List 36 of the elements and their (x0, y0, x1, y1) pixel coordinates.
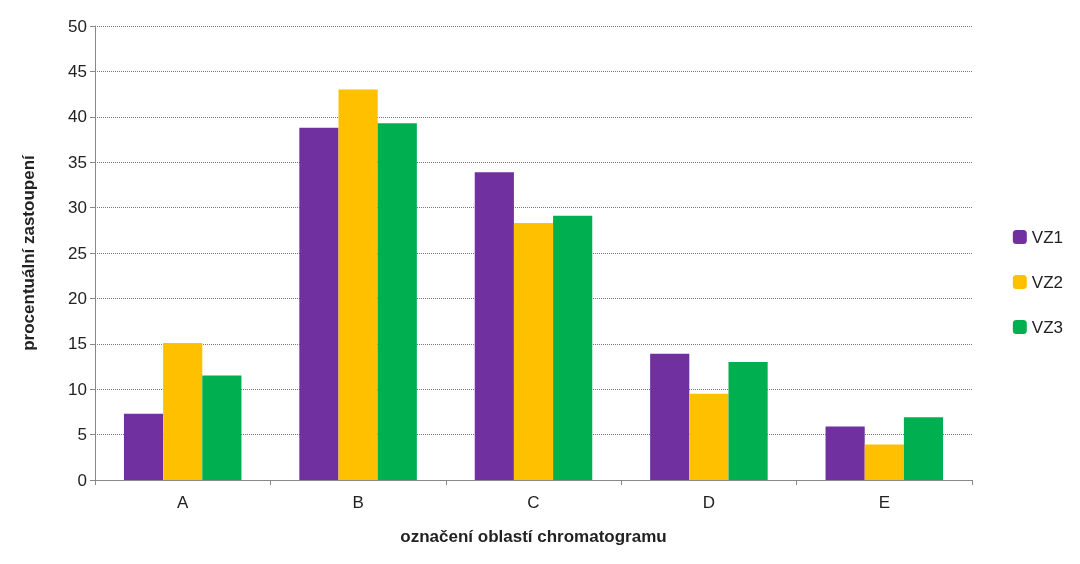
legend-label: VZ2 (1031, 272, 1064, 292)
bar (689, 393, 729, 480)
bar (377, 123, 417, 480)
bar (338, 89, 378, 480)
x-tick-label: C (527, 493, 540, 512)
bar (864, 444, 904, 480)
bar (728, 361, 768, 480)
legend-label: VZ3 (1031, 317, 1064, 337)
x-tick-label: B (352, 493, 364, 512)
bar (513, 223, 554, 480)
x-tick-label: A (177, 493, 190, 512)
bar (553, 215, 593, 480)
y-tick-label: 15 (68, 334, 87, 354)
x-tick-label: D (702, 493, 716, 512)
y-tick-label: 20 (68, 288, 87, 308)
y-tick-label: 25 (68, 243, 87, 263)
x-axis-title: označení oblastí chromatogramu (400, 527, 667, 546)
bar (123, 413, 164, 480)
y-tick-label: 30 (68, 198, 87, 218)
y-axis-title: procentuální zastoupení (19, 153, 38, 351)
bar (474, 172, 514, 480)
x-tick-label: E (878, 493, 890, 512)
legend-label: VZ1 (1031, 227, 1064, 247)
y-tick-label: 40 (68, 107, 87, 127)
y-tick-label: 35 (68, 152, 87, 172)
bar (825, 426, 865, 480)
bar (202, 375, 242, 480)
bar (650, 353, 690, 480)
y-tick-label: 0 (77, 470, 87, 490)
bar (299, 127, 339, 480)
y-tick-label: 45 (68, 61, 87, 81)
y-tick-label: 50 (68, 16, 87, 36)
y-tick-label: 5 (77, 425, 87, 445)
bar (903, 417, 944, 480)
y-tick-label: 10 (68, 379, 87, 399)
bar (163, 342, 203, 480)
